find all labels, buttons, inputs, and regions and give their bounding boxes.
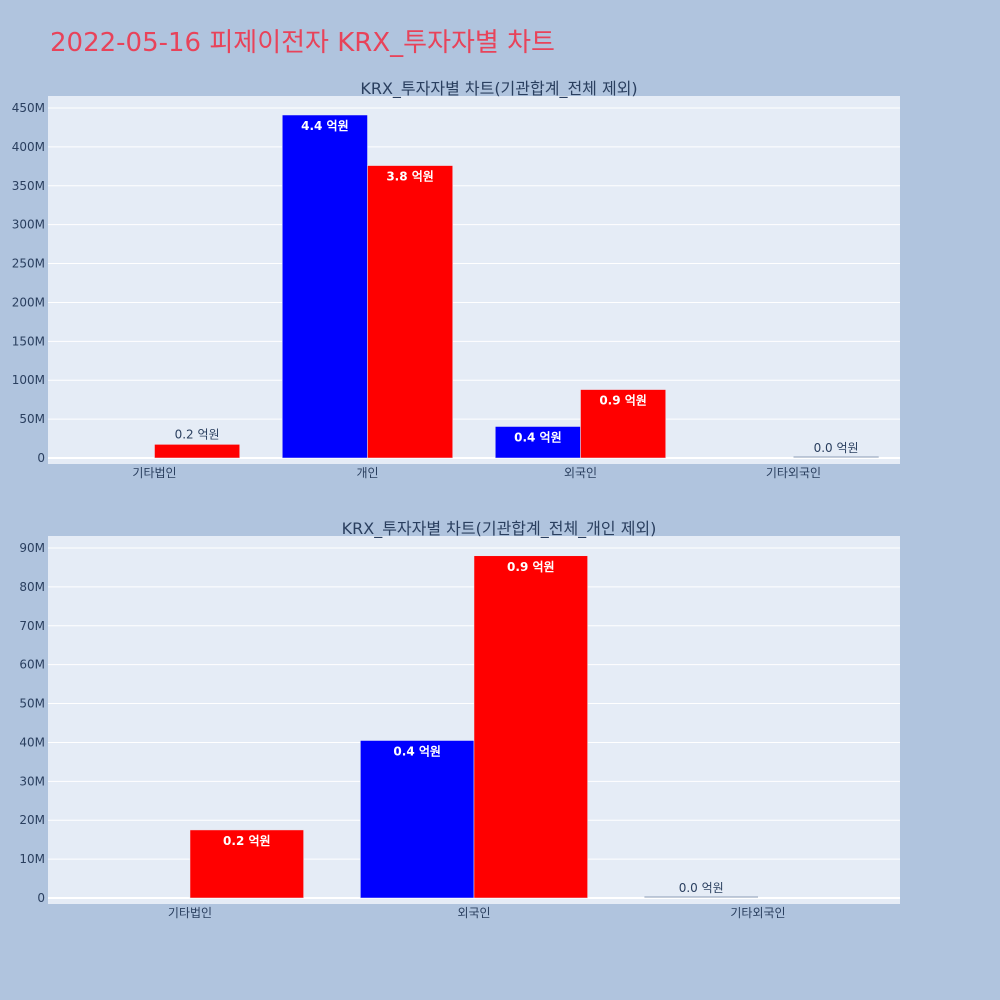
x-tick-label: 개인 <box>356 466 378 480</box>
y-tick-label: 10M <box>19 852 45 866</box>
bar-data-label: 0.2 억원 <box>175 427 220 441</box>
y-tick-label: 40M <box>19 735 45 749</box>
chart-title: KRX_투자자별 차트(기관합계_전체_개인 제외) <box>342 519 657 539</box>
y-tick-label: 70M <box>19 619 45 633</box>
y-tick-label: 150M <box>12 334 45 348</box>
x-tick-label: 기타외국인 <box>730 906 785 920</box>
chart-title: KRX_투자자별 차트(기관합계_전체 제외) <box>360 79 637 99</box>
bar <box>367 165 453 459</box>
chart-1: 0 50M 100M 150M 200M 250M 300M 350M 400M 450M 기타법인… <box>12 79 900 480</box>
bar <box>360 740 475 899</box>
bar-data-label: 3.8 억원 <box>386 170 434 184</box>
x-tick-label: 외국인 <box>564 466 597 480</box>
y-tick-label: 450M <box>12 101 45 115</box>
y-tick-label: 200M <box>12 295 45 309</box>
y-tick-label: 400M <box>12 140 45 154</box>
x-tick-label: 기타외국인 <box>766 466 821 480</box>
x-tick-label: 기타법인 <box>132 466 176 480</box>
bar <box>580 389 666 459</box>
page-title: 2022-05-16 피제이전자 KRX_투자자별 차트 <box>50 28 555 58</box>
y-tick-label: 60M <box>19 658 45 672</box>
bar <box>189 829 304 899</box>
bar <box>495 426 581 459</box>
y-tick-label: 20M <box>19 813 45 827</box>
bar-data-label: 0.4 억원 <box>393 745 441 759</box>
bar-data-label: 0.9 억원 <box>599 394 647 408</box>
bar-data-label: 0.4 억원 <box>514 431 562 445</box>
y-tick-label: 30M <box>19 774 45 788</box>
y-tick-label: 250M <box>12 257 45 271</box>
y-tick-label: 0 <box>37 451 45 465</box>
y-tick-label: 300M <box>12 218 45 232</box>
y-tick-label: 350M <box>12 179 45 193</box>
chart-2: 0 10M 20M 30M 40M 50M 60M 70M 80M 90M 기타법인 0.2 억원외국… <box>19 519 900 920</box>
y-tick-label: 80M <box>19 580 45 594</box>
plot-area <box>48 96 900 464</box>
bar-data-label: 4.4 억원 <box>301 119 349 133</box>
x-tick-label: 기타법인 <box>168 906 212 920</box>
bar-data-label: 0.2 억원 <box>223 834 271 848</box>
bar <box>282 114 368 459</box>
y-tick-label: 50M <box>19 697 45 711</box>
y-tick-label: 0 <box>37 891 45 905</box>
y-tick-label: 100M <box>12 373 45 387</box>
bar <box>473 555 588 899</box>
bar <box>154 444 240 459</box>
bar-data-label: 0.0 억원 <box>679 881 724 895</box>
y-tick-label: 90M <box>19 541 45 555</box>
y-tick-label: 50M <box>19 412 45 426</box>
bar-data-label: 0.0 억원 <box>814 441 859 455</box>
bar-data-label: 0.9 억원 <box>507 560 555 574</box>
x-tick-label: 외국인 <box>457 906 490 920</box>
